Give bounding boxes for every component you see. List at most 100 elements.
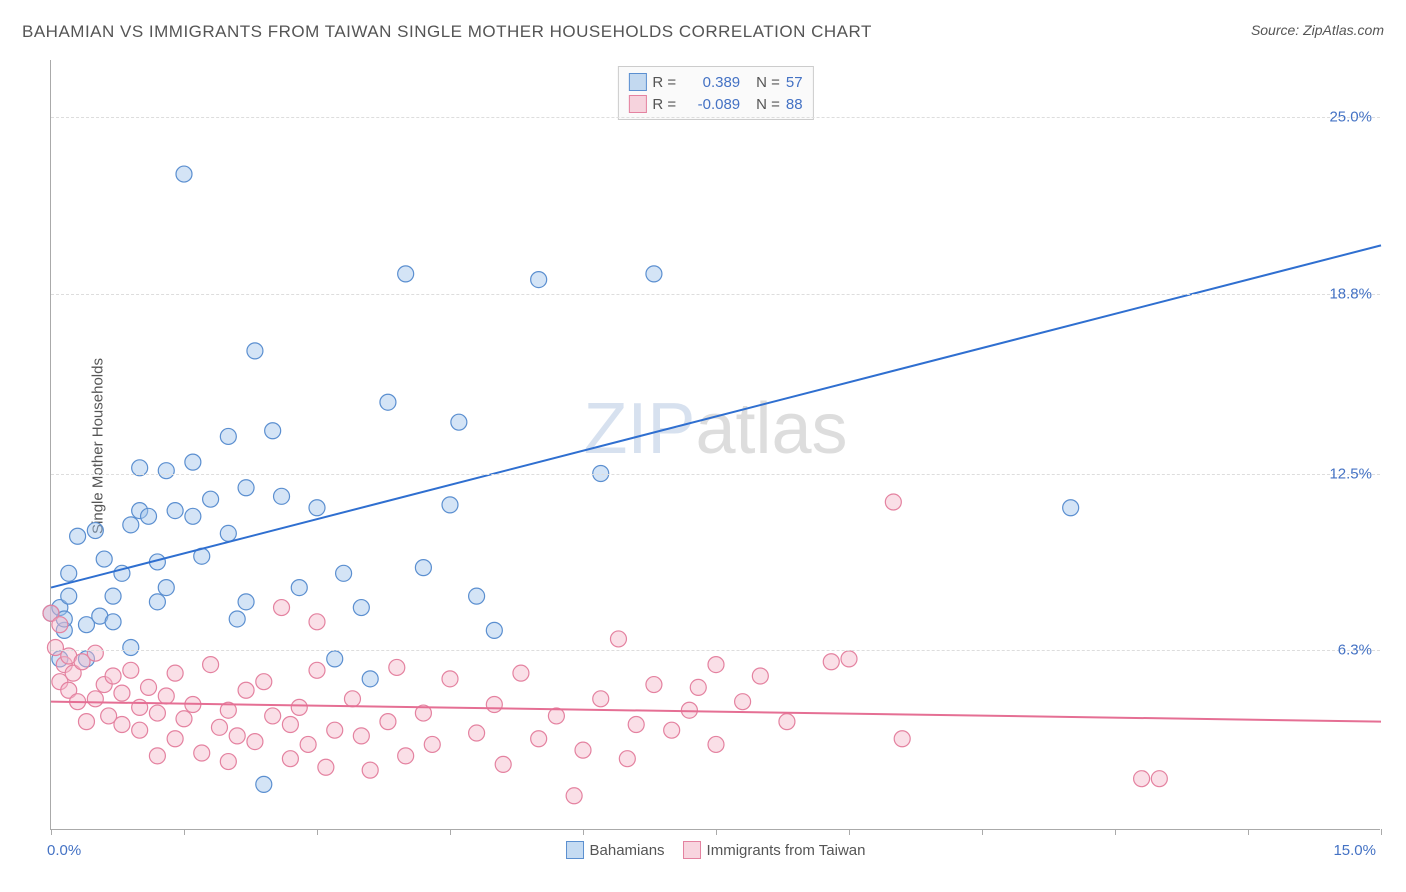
data-point [274, 488, 290, 504]
data-point [823, 654, 839, 670]
data-point [203, 491, 219, 507]
data-point [149, 705, 165, 721]
data-point [415, 560, 431, 576]
x-tick [849, 829, 850, 835]
data-point [309, 500, 325, 516]
data-point [114, 716, 130, 732]
data-point [87, 523, 103, 539]
data-point [309, 662, 325, 678]
data-point [362, 671, 378, 687]
data-point [87, 691, 103, 707]
data-point [442, 497, 458, 513]
data-point [628, 716, 644, 732]
data-point [247, 343, 263, 359]
data-point [265, 708, 281, 724]
data-point [344, 691, 360, 707]
data-point [105, 588, 121, 604]
data-point [424, 736, 440, 752]
data-point [398, 748, 414, 764]
x-tick [450, 829, 451, 835]
data-point [123, 662, 139, 678]
legend-swatch [628, 95, 646, 113]
data-point [158, 688, 174, 704]
source-attribution: Source: ZipAtlas.com [1251, 22, 1384, 38]
data-point [841, 651, 857, 667]
data-point [274, 600, 290, 616]
x-tick [184, 829, 185, 835]
data-point [220, 428, 236, 444]
data-point [167, 731, 183, 747]
data-point [220, 754, 236, 770]
data-point [282, 716, 298, 732]
legend-correlation-row: R =-0.089N =88 [628, 93, 802, 115]
x-tick [982, 829, 983, 835]
data-point [211, 719, 227, 735]
data-point [185, 508, 201, 524]
x-tick [1248, 829, 1249, 835]
data-point [353, 600, 369, 616]
data-point [1134, 771, 1150, 787]
legend-swatch [628, 73, 646, 91]
legend-r-value: -0.089 [682, 96, 740, 113]
data-point [336, 565, 352, 581]
x-tick [583, 829, 584, 835]
data-point [141, 679, 157, 695]
data-point [238, 480, 254, 496]
grid-line [51, 474, 1380, 475]
data-point [318, 759, 334, 775]
data-point [105, 614, 121, 630]
data-point [389, 659, 405, 675]
y-tick-label: 25.0% [1329, 109, 1372, 126]
data-point [451, 414, 467, 430]
x-tick [1381, 829, 1382, 835]
data-point [646, 266, 662, 282]
data-point [495, 756, 511, 772]
data-point [265, 423, 281, 439]
data-point [220, 525, 236, 541]
x-tick [317, 829, 318, 835]
grid-line [51, 117, 1380, 118]
series-legend: Bahamians Immigrants from Taiwan [566, 841, 866, 859]
data-point [229, 728, 245, 744]
data-point [61, 588, 77, 604]
grid-line [51, 294, 1380, 295]
data-point [380, 714, 396, 730]
data-point [167, 665, 183, 681]
x-tick [716, 829, 717, 835]
legend-n-label: N = [756, 96, 780, 113]
data-point [469, 725, 485, 741]
scatter-svg [51, 60, 1380, 829]
data-point [114, 685, 130, 701]
data-point [327, 651, 343, 667]
data-point [185, 454, 201, 470]
data-point [238, 594, 254, 610]
data-point [167, 503, 183, 519]
x-tick [51, 829, 52, 835]
x-min-label: 0.0% [47, 842, 81, 859]
legend-series-label: Bahamians [590, 842, 665, 859]
data-point [229, 611, 245, 627]
data-point [513, 665, 529, 681]
data-point [300, 736, 316, 752]
chart-title: BAHAMIAN VS IMMIGRANTS FROM TAIWAN SINGL… [22, 22, 872, 42]
data-point [664, 722, 680, 738]
data-point [885, 494, 901, 510]
data-point [141, 508, 157, 524]
legend-n-value: 57 [786, 74, 803, 91]
data-point [752, 668, 768, 684]
x-max-label: 15.0% [1333, 842, 1376, 859]
data-point [486, 697, 502, 713]
data-point [149, 594, 165, 610]
legend-r-label: R = [652, 74, 676, 91]
data-point [256, 674, 272, 690]
legend-series-item: Bahamians [566, 841, 665, 859]
data-point [132, 722, 148, 738]
data-point [469, 588, 485, 604]
data-point [779, 714, 795, 730]
data-point [176, 711, 192, 727]
data-point [96, 551, 112, 567]
y-tick-label: 6.3% [1338, 642, 1372, 659]
legend-series-item: Immigrants from Taiwan [683, 841, 866, 859]
correlation-legend: R =0.389N =57R =-0.089N =88 [617, 66, 813, 120]
data-point [87, 645, 103, 661]
